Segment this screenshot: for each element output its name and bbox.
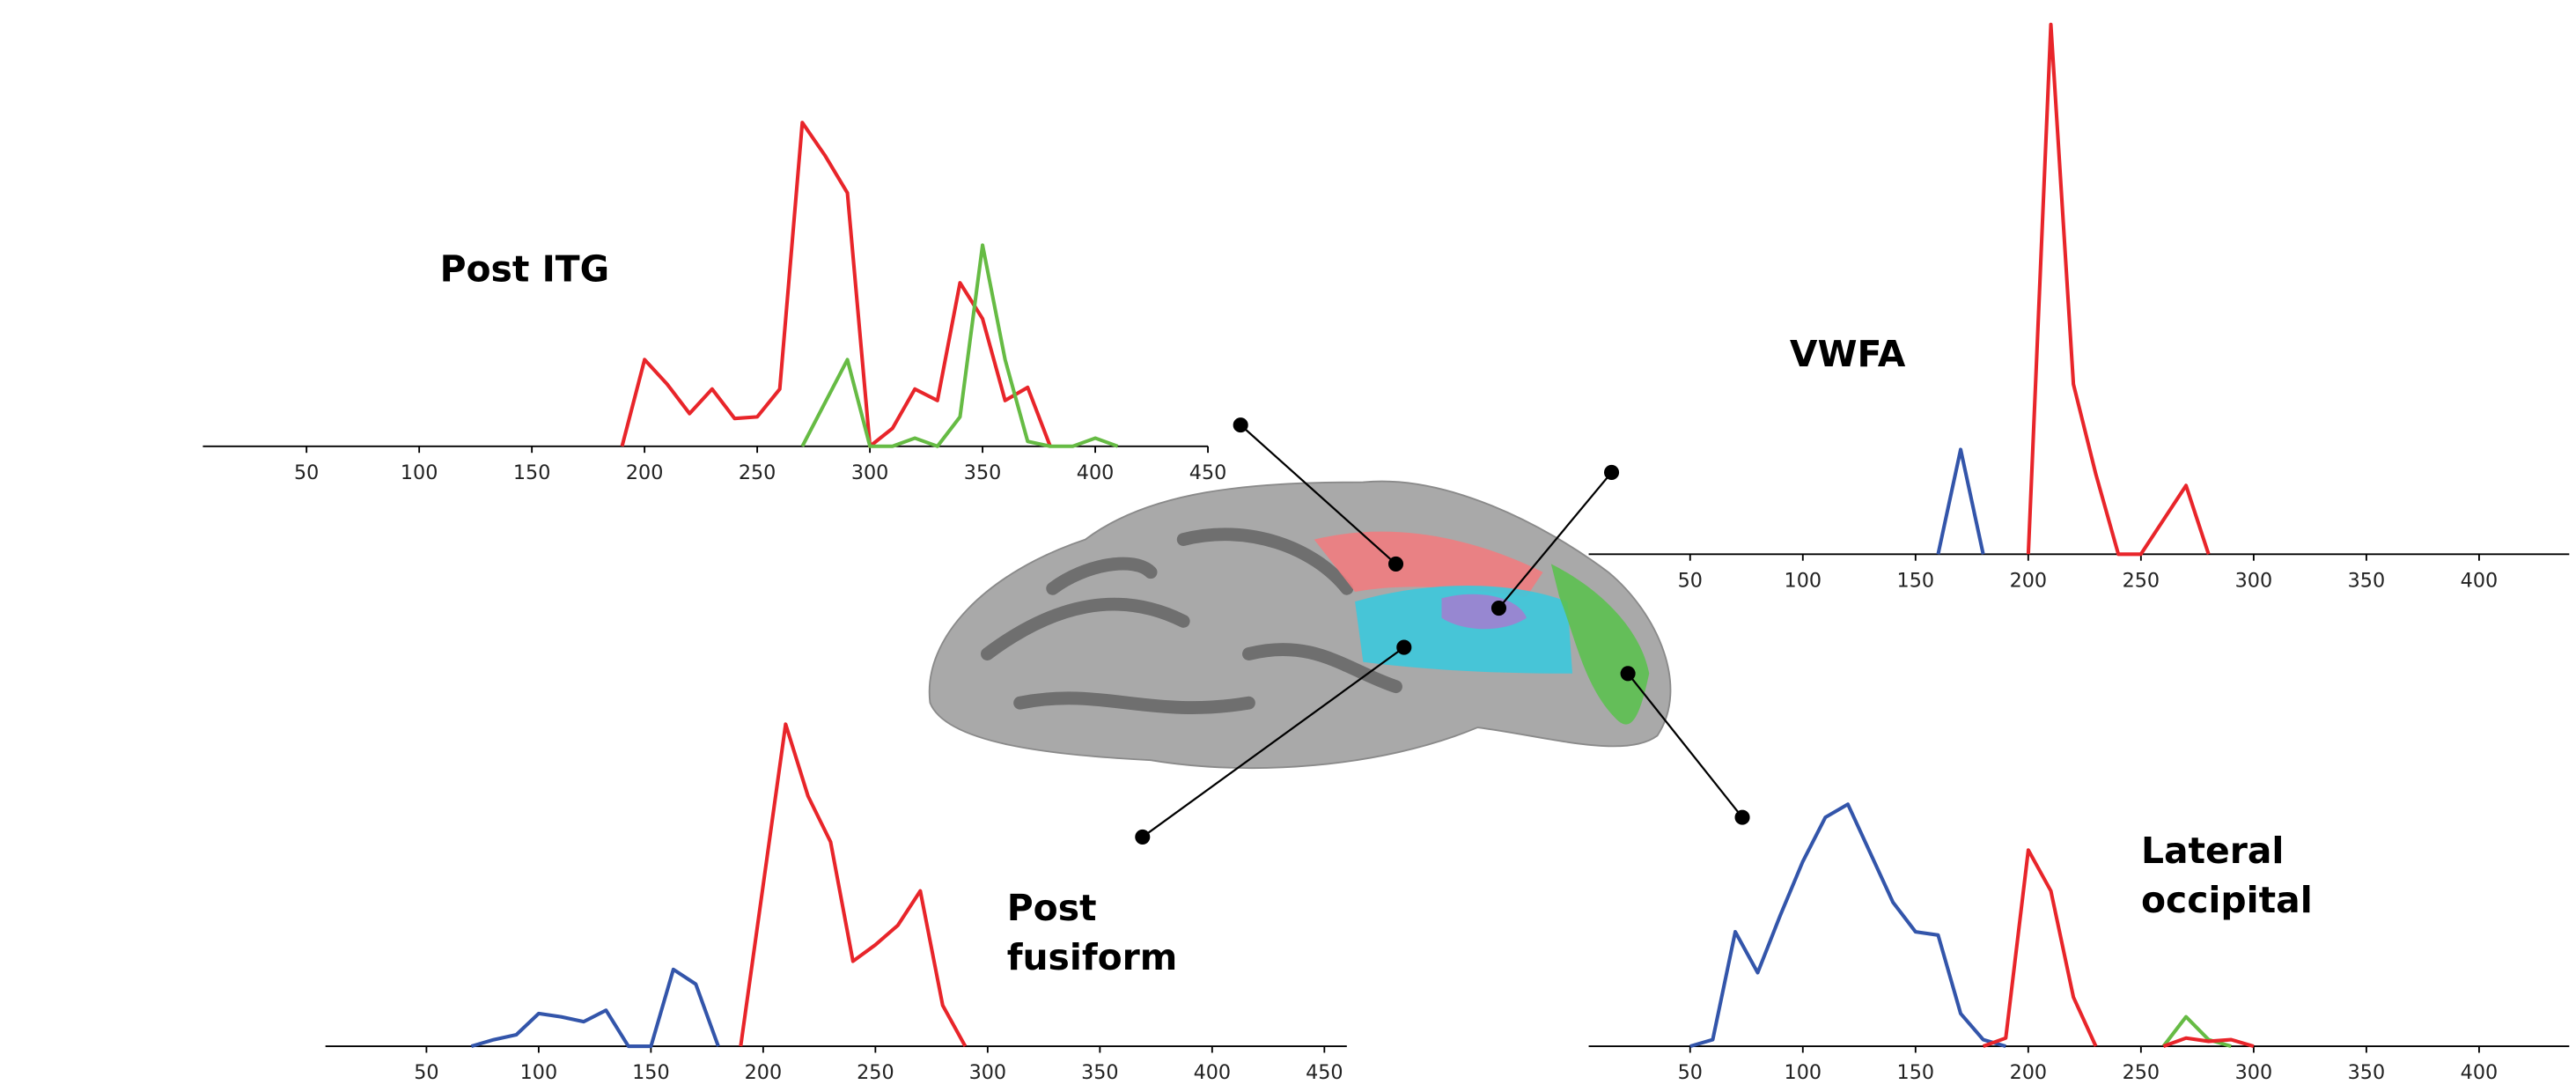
x-tick-label: 50 [1678,569,1703,592]
x-tick-label: 100 [1785,569,1822,592]
region-label: VWFA [1790,333,1906,375]
x-tick-label: 150 [1897,1061,1935,1084]
x-tick-label: 350 [2348,569,2386,592]
x-tick-label: 400 [1194,1061,1232,1084]
series-line [620,121,1052,448]
region-label: fusiform [1007,936,1178,978]
x-tick-label: 200 [745,1061,783,1084]
x-tick-label: 150 [632,1061,670,1084]
x-tick-label: 350 [1081,1061,1119,1084]
x-tick-label: 50 [414,1061,438,1084]
x-tick-label: 250 [2123,569,2160,592]
x-tick-label: 300 [969,1061,1007,1084]
x-tick-label: 100 [401,461,438,484]
series-line [800,243,1119,448]
x-tick-label: 50 [1678,1061,1703,1084]
x-tick-label: 250 [2123,1061,2160,1084]
series-line [2026,22,2211,557]
x-tick-label: 200 [626,461,664,484]
x-tick-label: 450 [1306,1061,1343,1084]
x-tick-label: 150 [1897,569,1935,592]
x-tick-label: 400 [2461,1061,2498,1084]
series-line [739,722,968,1048]
x-tick-label: 100 [520,1061,558,1084]
x-tick-label: 200 [2010,1061,2048,1084]
x-tick-label: 200 [2010,569,2048,592]
brain [928,480,1672,770]
series-line [1689,802,2006,1048]
x-tick-label: 350 [2348,1061,2386,1084]
region-label: Post [1007,887,1097,929]
x-tick-label: 400 [2461,569,2498,592]
x-tick-label: 450 [1189,461,1226,484]
x-tick-label: 150 [513,461,551,484]
series-line [470,967,720,1049]
connectors [1135,417,1750,845]
region-label: Post ITG [440,247,610,290]
x-tick-label: 250 [857,1061,894,1084]
series-line [2162,1036,2255,1048]
x-tick-label: 300 [851,461,889,484]
region-label: Lateral [2141,830,2284,872]
x-tick-label: 300 [2235,1061,2273,1084]
region-label: occipital [2141,879,2313,921]
series-line [1982,848,2098,1048]
x-tick-label: 100 [1785,1061,1822,1084]
x-tick-label: 350 [964,461,1002,484]
x-tick-label: 250 [739,461,776,484]
x-tick-label: 50 [294,461,319,484]
series-line [2161,1015,2232,1048]
series-line [1936,447,1985,555]
x-tick-label: 300 [2235,569,2273,592]
x-tick-label: 400 [1077,461,1115,484]
